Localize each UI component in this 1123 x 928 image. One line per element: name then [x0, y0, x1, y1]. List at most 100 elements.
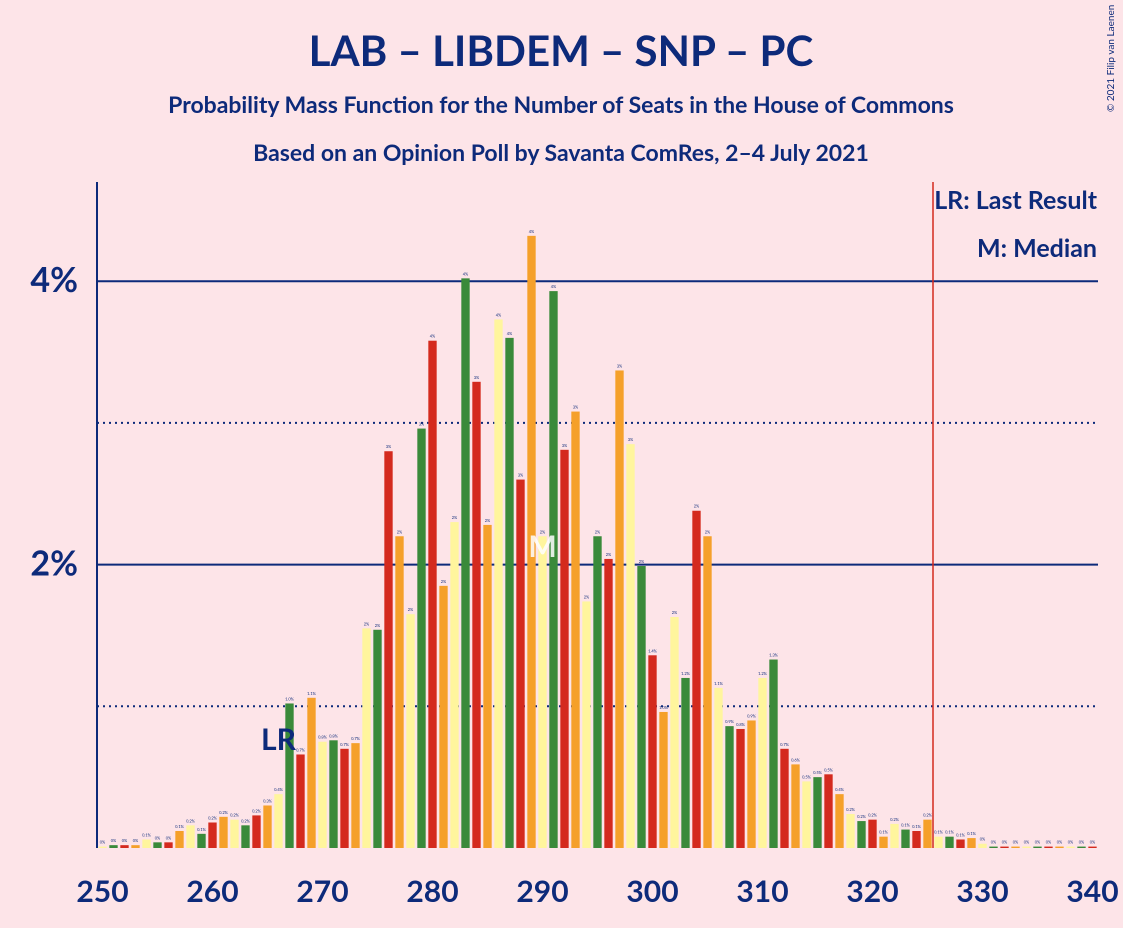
bar [780, 748, 789, 848]
bar [362, 628, 371, 848]
bar [164, 842, 173, 848]
y-tick-label: 4% [30, 259, 78, 300]
value-label: 2% [705, 529, 711, 534]
bar [351, 743, 360, 848]
chart-title: LAB – LIBDEM – SNP – PC [309, 25, 814, 75]
value-label: 2% [485, 518, 491, 523]
value-label: 2% [540, 529, 546, 534]
bar [1011, 846, 1020, 848]
value-label: 0.1% [879, 830, 889, 835]
x-tick-label: 290 [516, 873, 568, 909]
value-label: 0% [1046, 840, 1052, 845]
value-label: 0.1% [934, 830, 944, 835]
chart-subtitle: Probability Mass Function for the Number… [168, 90, 954, 118]
bar [450, 522, 459, 848]
value-label: 0.1% [142, 832, 152, 837]
bar [230, 819, 239, 848]
bar [241, 825, 250, 848]
bar [274, 794, 283, 848]
lr-label: LR [261, 721, 297, 757]
bar [879, 836, 888, 848]
value-label: 0% [1090, 840, 1096, 845]
bar [956, 839, 965, 848]
value-label: 2% [606, 552, 612, 557]
bar [593, 536, 602, 848]
bar [252, 815, 261, 848]
value-label: 1.0% [285, 696, 295, 701]
value-label: 0% [1002, 840, 1008, 845]
x-tick-label: 270 [296, 873, 348, 909]
bar [197, 833, 206, 848]
bar [648, 655, 657, 848]
x-tick-label: 310 [736, 873, 788, 909]
x-tick-label: 280 [406, 873, 458, 909]
bar [989, 846, 998, 848]
bar [945, 836, 954, 848]
bar [571, 411, 580, 848]
value-label: 0.7% [780, 742, 790, 747]
value-label: 0.5% [824, 767, 834, 772]
bar [725, 726, 734, 848]
bar [1077, 846, 1086, 848]
value-label: 3% [573, 405, 579, 410]
bar [318, 741, 327, 848]
value-label: 0% [1013, 840, 1019, 845]
bar [692, 510, 701, 848]
legend-entry: M: Median [977, 233, 1097, 263]
bar [505, 337, 514, 848]
bar [1055, 846, 1064, 848]
bar [131, 845, 140, 848]
bar [802, 781, 811, 848]
bar [835, 794, 844, 848]
value-label: 1.2% [758, 671, 768, 676]
value-label: 1.0% [659, 705, 669, 710]
value-label: 0.8% [318, 735, 328, 740]
value-label: 0.9% [747, 713, 757, 718]
value-label: 0.2% [241, 818, 251, 823]
bar [769, 659, 778, 848]
bar [1088, 846, 1097, 848]
value-label: 1.3% [769, 653, 779, 658]
bar [912, 830, 921, 848]
x-tick-label: 320 [846, 873, 898, 909]
bar [175, 830, 184, 848]
bar [714, 687, 723, 848]
value-label: 0.4% [274, 787, 284, 792]
value-label: 0.2% [923, 813, 933, 818]
value-label: 0.1% [912, 824, 922, 829]
bar [978, 843, 987, 848]
bar [868, 819, 877, 848]
value-label: 0% [155, 835, 161, 840]
bar [373, 629, 382, 848]
bar [296, 754, 305, 848]
bar [934, 836, 943, 848]
bar [582, 601, 591, 848]
bar [208, 822, 217, 848]
bar [395, 536, 404, 848]
bar [703, 536, 712, 848]
bar [461, 278, 470, 849]
bar [263, 805, 272, 848]
bar [538, 536, 547, 848]
bar [219, 816, 228, 848]
value-label: 0.5% [813, 770, 823, 775]
bar [758, 677, 767, 848]
legend-entry: LR: Last Result [934, 185, 1098, 215]
value-label: 3% [518, 473, 524, 478]
bar [670, 617, 679, 848]
value-label: 0.2% [219, 810, 229, 815]
value-label: 0.1% [197, 827, 207, 832]
bar [824, 774, 833, 848]
x-tick-label: 260 [186, 873, 238, 909]
value-label: 0% [1024, 840, 1030, 845]
value-label: 4% [507, 331, 513, 336]
value-label: 4% [551, 284, 557, 289]
x-tick-label: 250 [76, 873, 128, 909]
value-label: 0.2% [252, 808, 262, 813]
bar [560, 449, 569, 848]
value-label: 0.9% [725, 719, 735, 724]
value-label: 1.2% [681, 671, 691, 676]
bar [98, 846, 107, 848]
value-label: 2% [639, 559, 645, 564]
